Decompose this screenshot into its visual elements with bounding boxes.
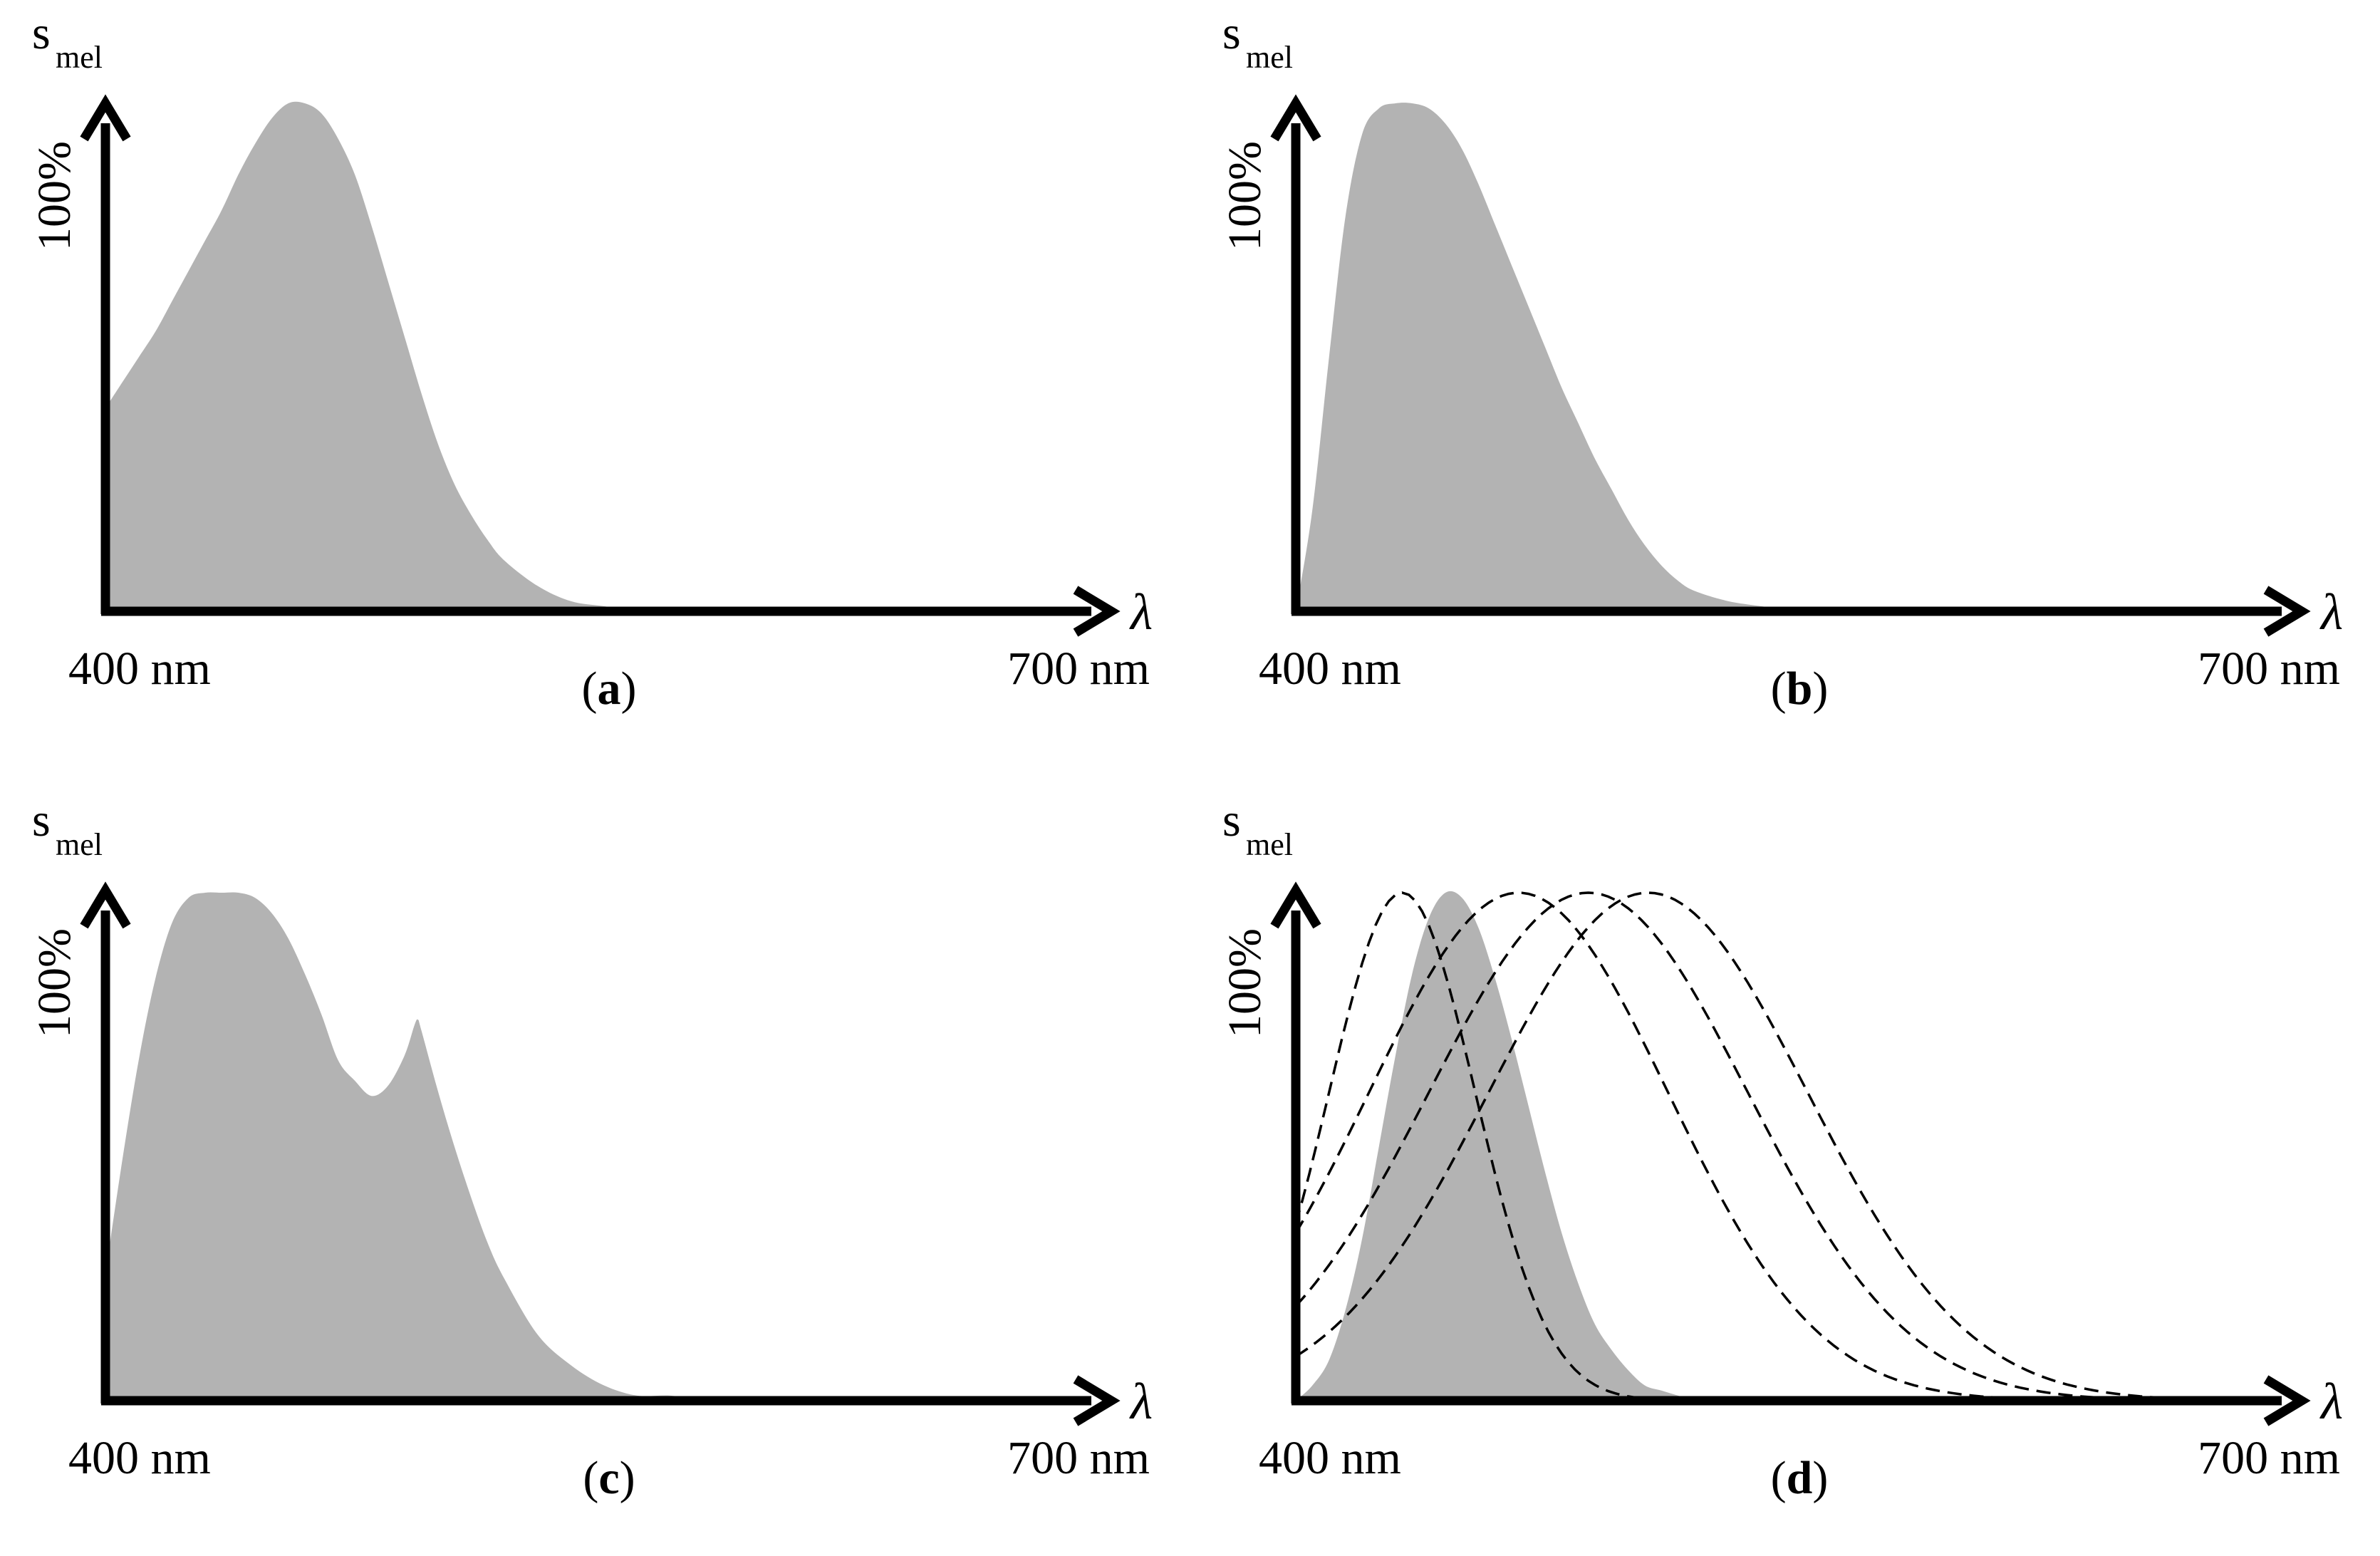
x-tick-start-label: 400 nm — [1259, 643, 1401, 695]
y-tick-label: 100% — [28, 141, 80, 251]
x-tick-end-label: 700 nm — [2198, 643, 2340, 695]
x-axis-arrowhead — [2263, 1375, 2311, 1426]
x-tick-end-label: 700 nm — [2198, 1432, 2340, 1484]
x-tick-start-label: 400 nm — [68, 1432, 211, 1484]
x-axis-label: λ — [1129, 584, 1153, 640]
y-axis-label-subscript: mel — [56, 827, 103, 862]
x-tick-end-label: 700 nm — [1007, 643, 1150, 695]
panel-c: s mel 100% λ 400 nm 700 nm (c) — [28, 794, 1153, 1504]
panel-d: s mel 100% λ 400 nm 700 nm (d) — [1219, 794, 2343, 1504]
y-axis-label: s — [32, 7, 51, 59]
dashed-curve-3 — [1294, 891, 2161, 1401]
x-axis-label: λ — [2319, 1373, 2343, 1430]
panel-b: s mel 100% λ 400 nm 700 nm (b) — [1219, 7, 2343, 715]
y-axis-label-subscript: mel — [1246, 827, 1293, 862]
panel-a: s mel 100% λ 400 nm 700 nm (a) — [28, 7, 1153, 715]
y-axis-label: s — [1222, 7, 1241, 59]
y-axis-label: s — [32, 794, 51, 846]
y-axis-label: s — [1222, 794, 1241, 846]
axes — [1270, 94, 2311, 637]
panel-caption: (d) — [1771, 1452, 1829, 1504]
y-axis-arrowhead — [1270, 94, 1321, 142]
x-axis-arrowhead — [2263, 586, 2311, 637]
x-axis-label: λ — [2319, 584, 2343, 640]
y-axis-label-subscript: mel — [56, 40, 103, 75]
x-tick-start-label: 400 nm — [68, 643, 211, 695]
x-axis-label: λ — [1129, 1373, 1153, 1430]
x-tick-end-label: 700 nm — [1007, 1432, 1150, 1484]
y-axis-arrowhead — [80, 881, 131, 929]
panel-caption: (c) — [583, 1452, 635, 1504]
melanopic-area — [1296, 891, 1894, 1401]
y-axis-arrowhead — [80, 94, 131, 142]
x-axis-arrowhead — [1073, 586, 1121, 637]
dashed-curve-4 — [1295, 891, 2161, 1399]
y-axis-arrowhead — [1270, 881, 1321, 929]
axes — [80, 881, 1121, 1426]
axes — [80, 94, 1121, 637]
y-axis-label-subscript: mel — [1246, 40, 1293, 75]
panel-caption: (b) — [1771, 663, 1829, 715]
y-tick-label: 100% — [28, 928, 80, 1038]
melanopic-area — [1296, 103, 1928, 612]
x-tick-start-label: 400 nm — [1259, 1432, 1401, 1484]
y-tick-label: 100% — [1219, 928, 1271, 1038]
panel-caption: (a) — [582, 663, 637, 715]
melanopic-area — [105, 101, 737, 612]
x-axis-arrowhead — [1073, 1375, 1121, 1426]
melanopic-area — [105, 892, 970, 1401]
y-tick-label: 100% — [1219, 141, 1271, 251]
axes — [1270, 881, 2311, 1426]
